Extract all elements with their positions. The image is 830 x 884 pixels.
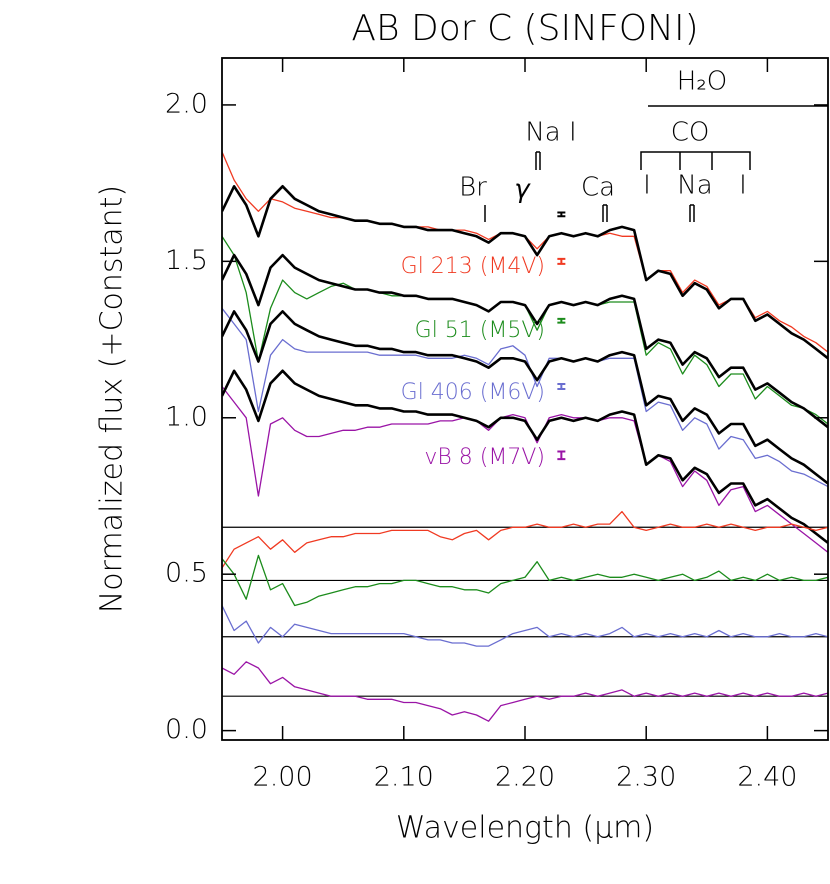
- error-bar: [557, 382, 566, 390]
- spectrum-line: [222, 386, 828, 553]
- spectrum-line: [222, 310, 828, 485]
- x-tick-label: 2.00: [253, 762, 313, 793]
- spectrum-line: [222, 661, 828, 722]
- y-axis-label: Normalized flux (+Constant): [95, 185, 130, 613]
- error-bar: [557, 450, 566, 461]
- error-bar: [557, 211, 566, 218]
- annotation: CO: [671, 118, 710, 148]
- annotation: Ca: [581, 173, 615, 203]
- chart-title: AB Dor C (SINFONI): [351, 8, 698, 49]
- plot-frame: [221, 57, 829, 741]
- annotation: H₂O: [677, 67, 727, 97]
- y-tick-label: 0.5: [165, 558, 208, 589]
- y-tick-label: 1.0: [165, 401, 208, 432]
- y-tick-label: 1.5: [165, 245, 208, 276]
- x-tick-label: 2.10: [374, 762, 434, 793]
- spectrum-line: [222, 369, 828, 544]
- spectrum-line: [222, 253, 828, 429]
- error-bar: [557, 257, 566, 265]
- spectrum-line: [222, 605, 828, 647]
- spectrum-line: [222, 307, 828, 488]
- series-label: Gl 51 (M5V): [415, 318, 545, 343]
- error-bar: [557, 317, 566, 324]
- annotation: Na: [677, 171, 712, 201]
- x-axis-label: Wavelength (μm): [396, 811, 654, 846]
- annotation: γ: [514, 175, 531, 205]
- y-tick-label: 0.0: [165, 714, 208, 745]
- series-label: Gl 406 (M6V): [401, 380, 545, 405]
- spectrum-line: [222, 554, 828, 607]
- annotation: I: [739, 171, 747, 201]
- series-label: Gl 213 (M4V): [401, 254, 545, 279]
- ca-marker: [602, 204, 608, 222]
- annotation: I: [643, 171, 651, 201]
- x-tick-label: 2.20: [495, 762, 555, 793]
- x-tick-label: 2.40: [737, 762, 797, 793]
- nai-marker: [535, 151, 541, 170]
- x-tick-label: 2.30: [616, 762, 676, 793]
- y-tick-label: 2.0: [165, 88, 208, 119]
- spectrum-line: [222, 510, 828, 569]
- spectrum-line: [222, 185, 828, 360]
- annotation: Na I: [525, 118, 576, 148]
- plot-area: [222, 151, 828, 722]
- co-bracket: [640, 151, 751, 170]
- annotations: [484, 105, 828, 222]
- series-label: vB 8 (M7V): [424, 445, 545, 470]
- na-marker: [689, 204, 695, 222]
- annotation: Br: [459, 173, 487, 203]
